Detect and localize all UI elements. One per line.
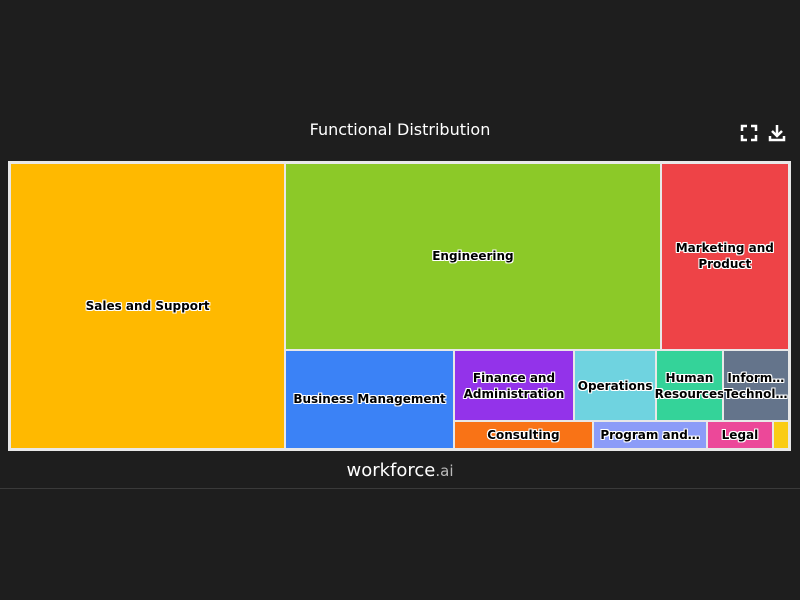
- treemap-cell[interactable]: Business Management: [285, 349, 454, 449]
- cell-label: Operations: [577, 378, 653, 393]
- cell-label: Business Management: [293, 392, 446, 407]
- treemap-cell[interactable]: Operations: [574, 349, 657, 422]
- fullscreen-button[interactable]: [740, 124, 758, 142]
- cell-label: Program and…: [600, 428, 700, 443]
- treemap-cell[interactable]: Marketing and Product: [660, 163, 789, 350]
- treemap-cell[interactable]: Human Resources: [655, 349, 724, 422]
- treemap-cell[interactable]: Inform… Technol…: [722, 349, 789, 422]
- treemap-cell[interactable]: Consulting: [453, 421, 593, 449]
- divider: [0, 488, 800, 489]
- cell-label: Engineering: [432, 249, 514, 264]
- brand-suffix: .ai: [435, 462, 454, 480]
- cell-label: Sales and Support: [85, 299, 210, 313]
- cell-label: Human Resources: [654, 370, 725, 401]
- footer-logo: workforce.ai: [0, 460, 800, 481]
- treemap: Sales and Support Engineering Marketing an…: [8, 161, 791, 451]
- treemap-cell[interactable]: [772, 421, 789, 449]
- treemap-cell[interactable]: Engineering: [285, 163, 661, 350]
- cell-label: Inform… Technol…: [724, 370, 788, 401]
- treemap-cell[interactable]: Legal: [707, 421, 773, 449]
- treemap-cell[interactable]: Sales and Support: [10, 163, 286, 449]
- cell-label: Legal: [721, 428, 759, 443]
- cell-label: Marketing and Product: [675, 241, 774, 272]
- treemap-cell[interactable]: Program and…: [592, 421, 708, 449]
- download-button[interactable]: [768, 124, 786, 142]
- brand: workforce: [346, 460, 436, 481]
- treemap-cell[interactable]: Finance and Administration: [453, 349, 575, 422]
- chart-title: Functional Distribution: [309, 120, 491, 139]
- cell-label: Finance and Administration: [463, 370, 565, 401]
- cell-label: Consulting: [487, 428, 560, 443]
